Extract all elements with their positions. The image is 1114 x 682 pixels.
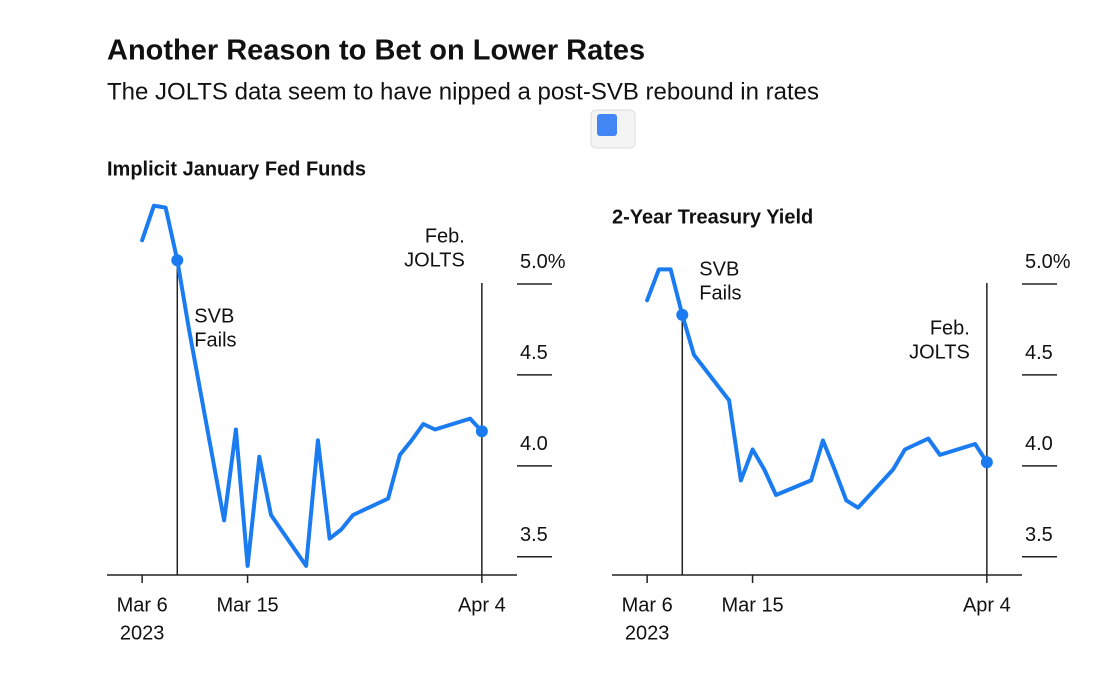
x-tick-label: Mar 15 <box>721 594 783 616</box>
x-tick-label: Mar 6 <box>117 594 168 616</box>
y-tick-label: 4.0 <box>520 433 548 455</box>
x-tick-label: Apr 4 <box>963 594 1011 616</box>
icon-glyph <box>597 114 617 136</box>
y-tick-label: 4.0 <box>1025 433 1053 455</box>
annotation-text: Fails <box>699 282 741 304</box>
annotation-text: JOLTS <box>909 341 970 363</box>
event-dot <box>171 254 184 267</box>
data-line <box>140 203 484 568</box>
x-tick-label: Apr 4 <box>458 594 506 616</box>
y-tick-label: 5.0% <box>1025 251 1071 273</box>
chart-title: Implicit January Fed Funds <box>107 158 366 180</box>
y-tick-label: 4.5 <box>520 342 548 364</box>
translate-icon[interactable] <box>590 109 636 149</box>
annotation-text: SVB <box>194 305 234 327</box>
event-dot <box>475 425 488 438</box>
data-line <box>645 267 989 510</box>
y-tick-label: 4.5 <box>1025 342 1053 364</box>
page-title: Another Reason to Bet on Lower Rates <box>107 35 645 67</box>
x-tick-year: 2023 <box>625 622 670 644</box>
annotation-text: Fails <box>194 329 236 351</box>
annotation-text: Feb. <box>425 225 465 247</box>
chart-title: 2-Year Treasury Yield <box>612 206 813 228</box>
page-subtitle: The JOLTS data seem to have nipped a pos… <box>107 78 819 105</box>
x-tick-label: Mar 6 <box>622 594 673 616</box>
x-tick-label: Mar 15 <box>216 594 278 616</box>
annotation-text: Feb. <box>930 317 970 339</box>
x-tick-year: 2023 <box>120 622 165 644</box>
y-tick-label: 3.5 <box>1025 524 1053 546</box>
annotation-text: JOLTS <box>404 249 465 271</box>
y-tick-label: 3.5 <box>520 524 548 546</box>
event-dot <box>980 456 993 469</box>
annotation-text: SVB <box>699 258 739 280</box>
y-tick-label: 5.0% <box>520 251 566 273</box>
event-dot <box>676 308 689 321</box>
